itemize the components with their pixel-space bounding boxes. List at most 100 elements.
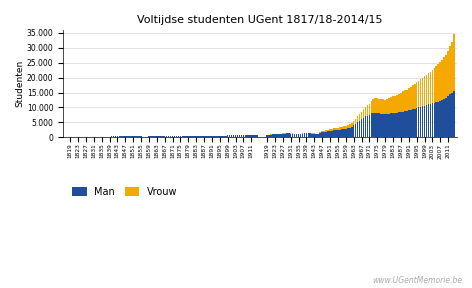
Bar <box>428 105 430 137</box>
Bar <box>128 136 130 137</box>
Bar <box>416 82 417 108</box>
Bar <box>443 99 445 137</box>
Bar <box>254 135 256 137</box>
Bar <box>323 131 325 132</box>
Bar <box>168 136 169 137</box>
Bar <box>327 131 329 137</box>
Bar <box>420 107 421 137</box>
Bar <box>424 106 425 137</box>
Bar <box>379 113 380 137</box>
Bar <box>296 134 297 137</box>
Bar <box>166 136 168 137</box>
Bar <box>253 135 254 137</box>
Bar <box>189 136 191 137</box>
Bar <box>351 123 353 127</box>
Bar <box>353 125 354 137</box>
Bar <box>436 102 437 137</box>
Bar <box>339 130 341 137</box>
Bar <box>388 114 390 137</box>
Bar <box>227 135 228 137</box>
Bar <box>410 110 412 137</box>
Bar <box>197 136 199 137</box>
Bar <box>333 130 335 137</box>
Bar <box>329 131 331 137</box>
Bar <box>174 136 175 137</box>
Bar <box>221 136 223 137</box>
Bar <box>310 133 311 137</box>
Bar <box>372 113 374 137</box>
Bar <box>420 79 421 107</box>
Bar <box>441 60 443 100</box>
Bar <box>402 91 404 112</box>
Bar <box>394 96 396 113</box>
Bar <box>386 114 388 137</box>
Bar <box>331 129 333 131</box>
Bar <box>390 97 392 113</box>
Bar <box>162 136 163 137</box>
Bar <box>439 62 441 101</box>
Bar <box>256 135 258 137</box>
Bar <box>426 75 427 105</box>
Text: www.UGentMemorie.be: www.UGentMemorie.be <box>372 276 463 285</box>
Bar <box>377 113 378 137</box>
Bar <box>325 130 327 132</box>
Bar <box>451 92 453 137</box>
Bar <box>343 126 345 129</box>
Bar <box>312 134 313 137</box>
Bar <box>396 113 398 137</box>
Bar <box>433 68 435 103</box>
Bar <box>282 134 284 137</box>
Bar <box>170 136 171 137</box>
Bar <box>235 135 236 137</box>
Bar <box>443 57 445 99</box>
Bar <box>414 84 415 109</box>
Bar <box>382 114 384 137</box>
Bar <box>431 103 433 137</box>
Bar <box>191 136 193 137</box>
Bar <box>339 127 341 130</box>
Bar <box>187 136 189 137</box>
Bar <box>384 100 386 114</box>
Bar <box>194 136 195 137</box>
Bar <box>400 112 402 137</box>
Bar <box>335 130 337 137</box>
Bar <box>266 135 268 137</box>
Bar <box>372 99 374 113</box>
Bar <box>236 135 238 137</box>
Bar <box>158 136 160 137</box>
Bar <box>384 114 386 137</box>
Bar <box>172 136 173 137</box>
Bar <box>453 91 455 137</box>
Bar <box>201 136 203 137</box>
Bar <box>451 42 453 92</box>
Bar <box>239 135 240 137</box>
Bar <box>447 51 449 96</box>
Bar <box>361 112 362 120</box>
Bar <box>185 136 187 137</box>
Bar <box>278 134 280 137</box>
Bar <box>359 121 361 137</box>
Bar <box>369 104 370 115</box>
Bar <box>382 99 384 114</box>
Bar <box>398 94 400 112</box>
Bar <box>439 101 441 137</box>
Bar <box>447 96 449 137</box>
Bar <box>126 136 128 137</box>
Bar <box>132 136 134 137</box>
Bar <box>118 136 120 137</box>
Title: Voltijdse studenten UGent 1817/18-2014/15: Voltijdse studenten UGent 1817/18-2014/1… <box>137 15 383 25</box>
Bar <box>276 134 278 137</box>
Bar <box>404 90 405 111</box>
Bar <box>333 128 335 130</box>
Bar <box>179 136 181 137</box>
Bar <box>410 87 412 110</box>
Bar <box>347 125 348 128</box>
Bar <box>308 133 309 137</box>
Bar <box>233 135 235 137</box>
Bar <box>286 133 287 137</box>
Bar <box>424 76 425 106</box>
Bar <box>125 136 126 137</box>
Bar <box>156 136 158 137</box>
Bar <box>292 134 294 137</box>
Bar <box>337 130 339 137</box>
